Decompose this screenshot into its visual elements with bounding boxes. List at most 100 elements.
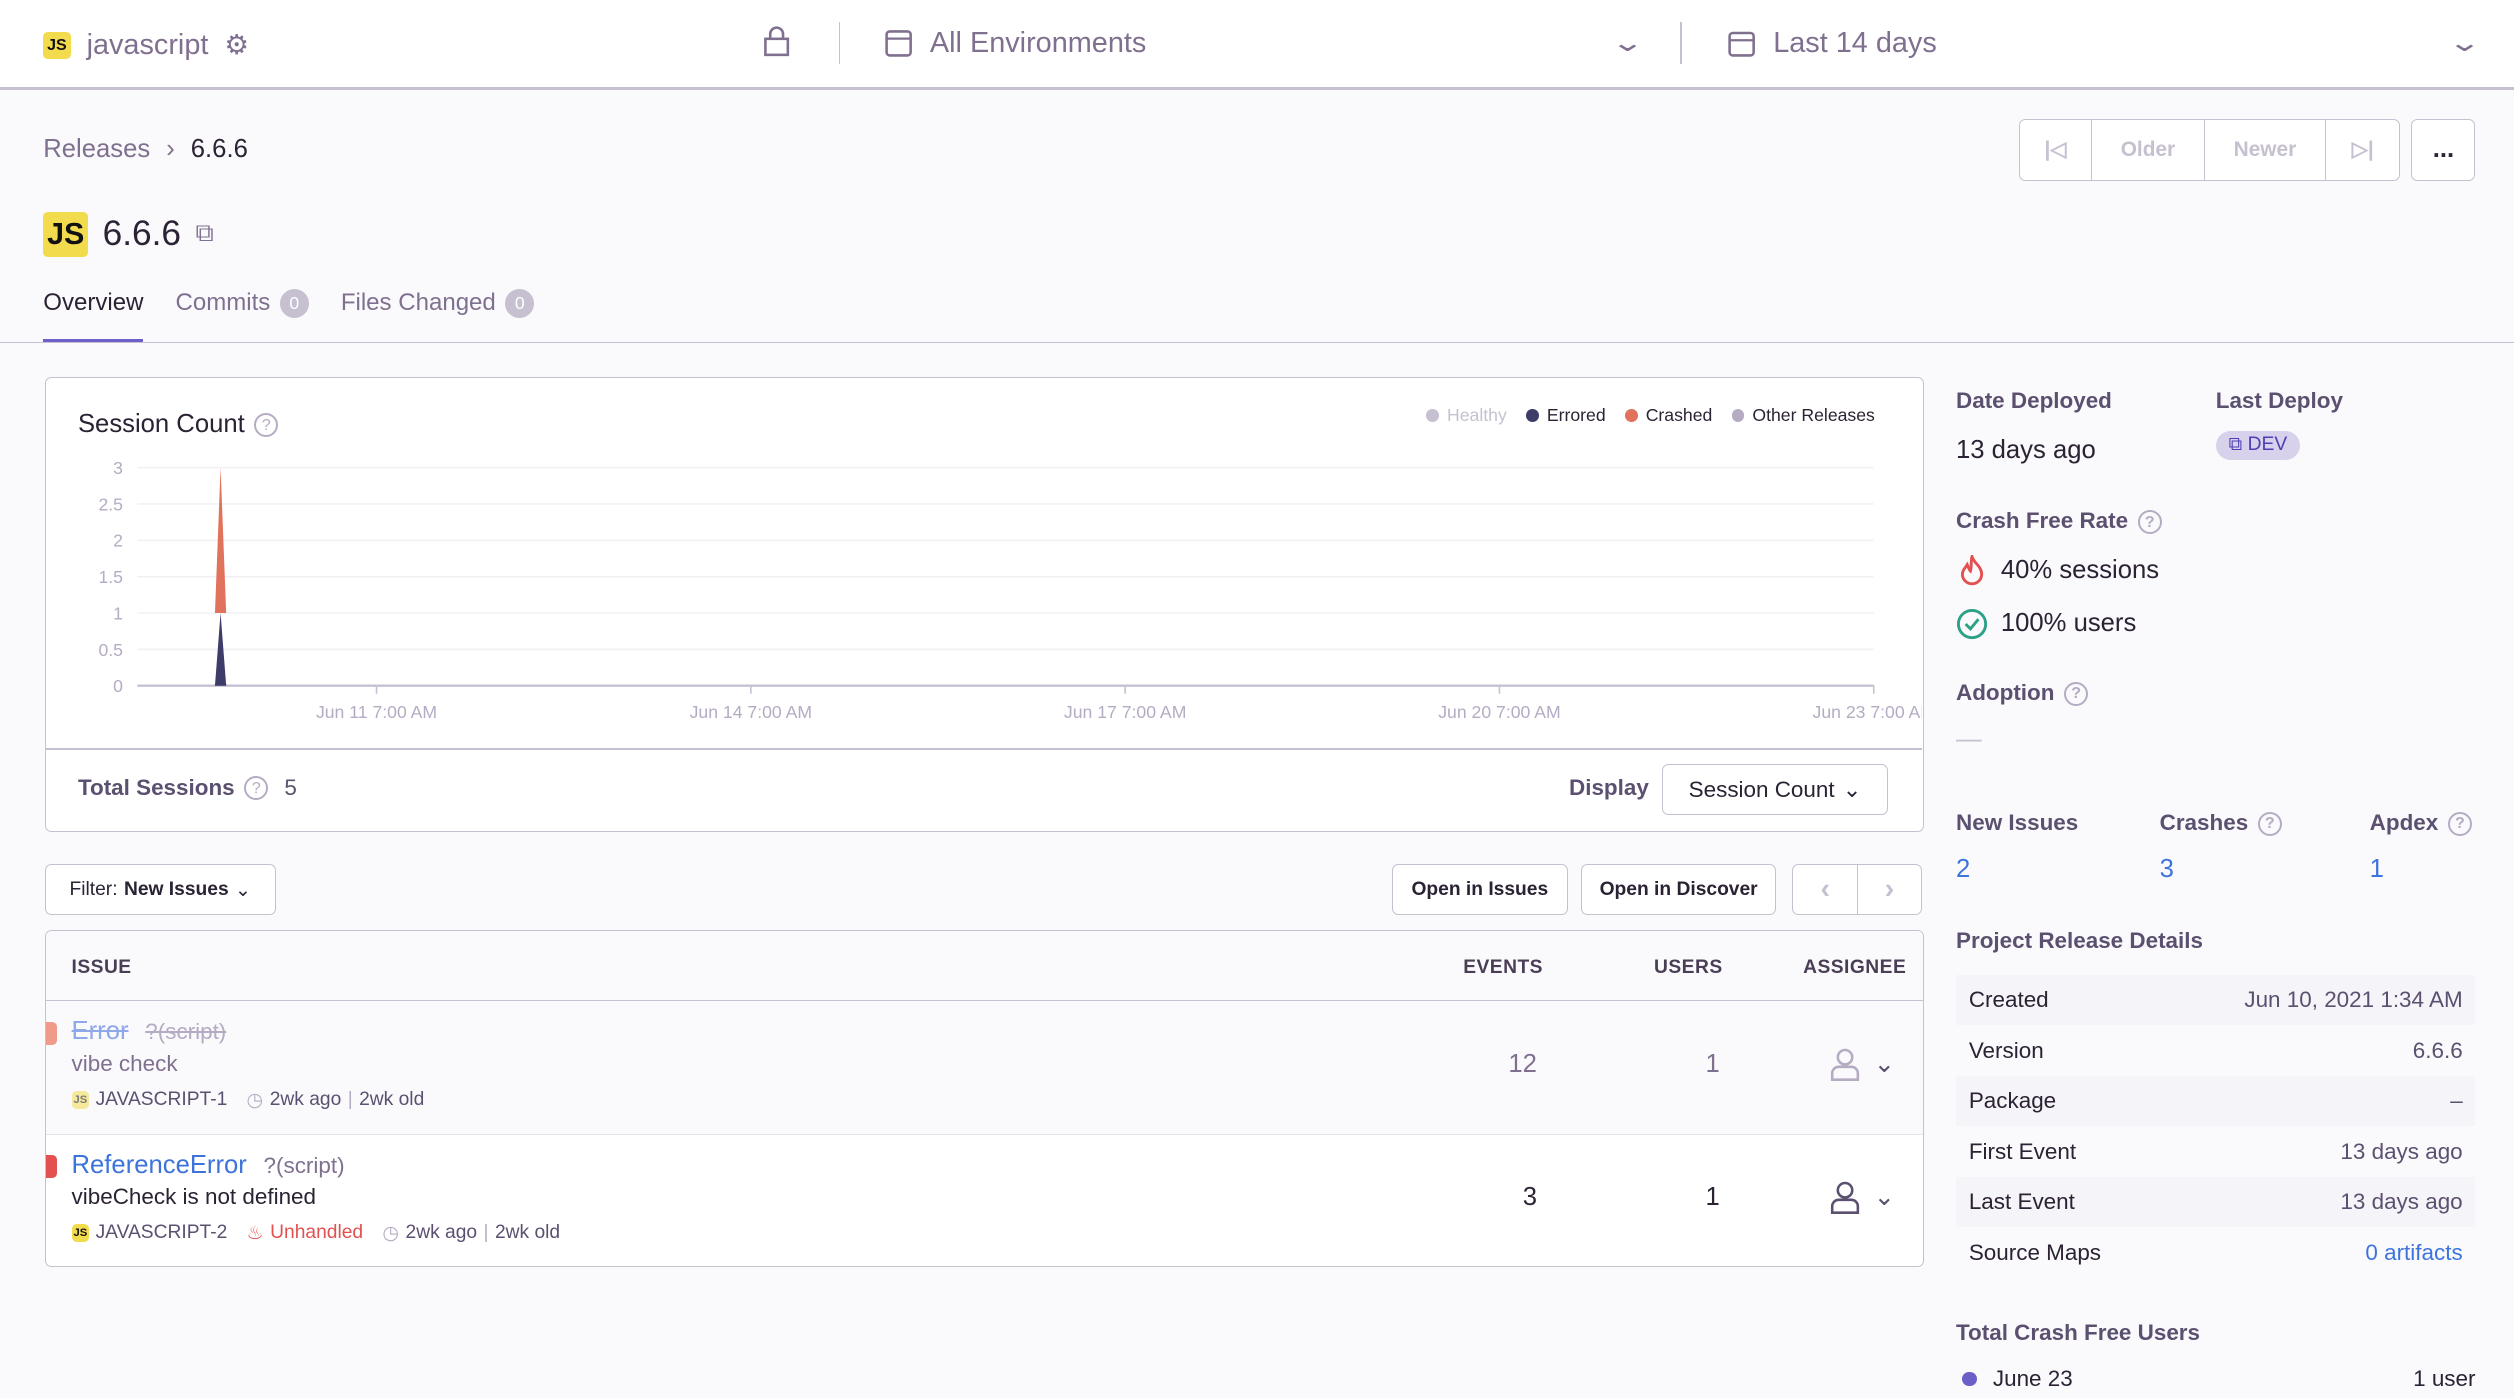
short-id[interactable]: JAVASCRIPT-1 (95, 1089, 228, 1111)
newer-button[interactable]: Newer (2204, 118, 2327, 182)
older-button[interactable]: Older (2092, 118, 2205, 182)
next-page-button[interactable]: › (1856, 864, 1923, 916)
session-chart-panel: Session Count? Healthy Errored Crashed Othe… (44, 376, 1924, 833)
area-base (214, 683, 227, 686)
cfu-date: June 23 (1992, 1365, 2073, 1391)
short-id[interactable]: JAVASCRIPT-2 (95, 1222, 228, 1244)
chevron-right-icon: › (166, 134, 175, 163)
crash-free-rate-text: Crash Free Rate (1956, 508, 2129, 534)
divider (838, 22, 841, 65)
chevron-down-icon: ⌄ (2447, 29, 2482, 58)
column-issue: ISSUE (71, 956, 132, 978)
table-row[interactable]: ReferenceError ?(script) vibeCheck is no… (45, 1135, 1923, 1266)
x-tick-label: Jun 14 7:00 AM (689, 702, 811, 722)
javascript-icon: JS (43, 211, 89, 257)
clock-icon: ◷ (382, 1223, 400, 1245)
legend-label: Crashed (1645, 405, 1713, 426)
column-events: EVENTS (1463, 956, 1543, 978)
legend-label: Healthy (1447, 405, 1507, 426)
users-count: 1 (1705, 1182, 1720, 1211)
detail-key: Last Event (1968, 1189, 2075, 1215)
table-row[interactable]: Error ?(script) vibe check JS JAVASCRIPT… (45, 1001, 1923, 1135)
tab-commits[interactable]: Commits 0 (176, 285, 309, 343)
tab-overview[interactable]: Overview (43, 285, 144, 344)
tab-label: Commits (175, 288, 271, 316)
help-icon[interactable]: ? (244, 776, 269, 801)
detail-value: 13 days ago (2340, 1138, 2463, 1164)
legend-swatch (1526, 409, 1539, 422)
date-deployed-label: Date Deployed (1956, 387, 2112, 413)
legend-item[interactable]: Other Releases (1731, 405, 1875, 426)
more-actions-button[interactable]: ... (2411, 118, 2476, 182)
deploy-env: DEV (2247, 434, 2288, 456)
period-selector[interactable]: Last 14 days ⌄ (1728, 0, 2482, 87)
deploy-env-badge[interactable]: ⧉ DEV (2215, 431, 2300, 460)
crash-free-users-value: 100% users (2000, 609, 2137, 638)
filter-value: New Issues (123, 878, 229, 900)
copy-icon[interactable]: ⧉ (195, 219, 214, 248)
last-release-button[interactable]: ▷| (2326, 118, 2401, 182)
detail-key: First Event (1968, 1138, 2077, 1164)
open-in-issues-button[interactable]: Open in Issues (1391, 864, 1569, 916)
help-icon[interactable]: ? (2137, 510, 2162, 535)
total-sessions-value: 5 (284, 775, 297, 801)
gear-icon[interactable]: ⚙ (224, 29, 249, 61)
adoption-text: Adoption (1956, 679, 2055, 705)
divider (0, 341, 2514, 344)
help-icon[interactable]: ? (2257, 811, 2282, 836)
issue-type-link[interactable]: ReferenceError (71, 1150, 247, 1179)
chevron-down-icon: ⌄ (1873, 1183, 1896, 1212)
new-issues-link[interactable]: 2 (1956, 854, 1971, 883)
detail-value: 13 days ago (2340, 1189, 2463, 1215)
open-in-discover-button[interactable]: Open in Discover (1580, 864, 1777, 916)
detail-value: – (2450, 1088, 2463, 1114)
adoption-label: Adoption? (1956, 679, 2089, 706)
last-deploy-label: Last Deploy (2215, 387, 2343, 413)
detail-row: First Event 13 days ago (1956, 1126, 2475, 1177)
legend-item[interactable]: Healthy (1426, 405, 1507, 426)
tab-label: Files Changed (340, 288, 496, 316)
chevron-down-icon: ⌄ (235, 879, 252, 901)
unhandled-badge: Unhandled (270, 1222, 364, 1244)
divider (45, 748, 1922, 750)
breadcrumb-current: 6.6.6 (190, 134, 248, 163)
legend-swatch (1731, 409, 1745, 422)
crashes-link[interactable]: 3 (2159, 854, 2174, 883)
detail-value: 6.6.6 (2412, 1037, 2463, 1063)
detail-value[interactable]: 0 artifacts (2365, 1239, 2463, 1265)
lock-icon (764, 25, 790, 56)
issue-type-link[interactable]: Error (71, 1017, 129, 1046)
breadcrumb-releases[interactable]: Releases (43, 134, 151, 163)
legend-item[interactable]: Errored (1526, 405, 1606, 426)
project-selector[interactable]: JS javascript ⚙ (43, 29, 249, 62)
issue-meta: JS JAVASCRIPT-2 ♨ Unhandled ◷ 2wk ago | 2wk … (71, 1222, 561, 1245)
environment-selector[interactable]: All Environments ⌄ (885, 0, 1645, 87)
assignee-selector[interactable]: ⌄ (1829, 1179, 1896, 1215)
assignee-selector[interactable]: ⌄ (1829, 1046, 1895, 1082)
detail-key: Created (1968, 987, 2049, 1013)
crash-free-sessions: 40% sessions (1956, 554, 2160, 587)
help-icon[interactable]: ? (2064, 681, 2089, 706)
detail-value: Jun 10, 2021 1:34 AM (2244, 987, 2463, 1013)
legend-item[interactable]: Crashed (1624, 405, 1713, 426)
display-dropdown[interactable]: Session Count ⌄ (1662, 764, 1889, 816)
date-deployed-value: 13 days ago (1956, 436, 2096, 465)
x-tick-label: Jun 20 7:00 AM (1438, 702, 1560, 722)
calendar-icon (1728, 31, 1756, 57)
previous-page-button[interactable]: ‹ (1792, 864, 1859, 916)
apdex-link[interactable]: 1 (2369, 854, 2384, 883)
apdex-text: Apdex (2369, 809, 2439, 835)
environment-label: All Environments (929, 26, 1147, 59)
count-badge: 0 (505, 288, 535, 318)
issue-meta: JS JAVASCRIPT-1 ◷ 2wk ago | 2wk old (71, 1089, 425, 1112)
issue-filter-dropdown[interactable]: Filter: New Issues ⌄ (44, 864, 276, 916)
help-icon[interactable]: ? (2447, 811, 2472, 836)
release-version: 6.6.6 (102, 214, 182, 254)
column-users: USERS (1654, 956, 1723, 978)
first-release-button[interactable]: |◁ (2018, 118, 2093, 182)
tab-files-changed[interactable]: Files Changed 0 (340, 285, 535, 343)
help-icon[interactable]: ? (254, 413, 279, 438)
issues-table: ISSUE EVENTS USERS ASSIGNEE Error ?(scri… (44, 929, 1924, 1267)
crash-free-sessions-value: 40% sessions (2000, 556, 2160, 585)
area-errored (214, 612, 227, 686)
